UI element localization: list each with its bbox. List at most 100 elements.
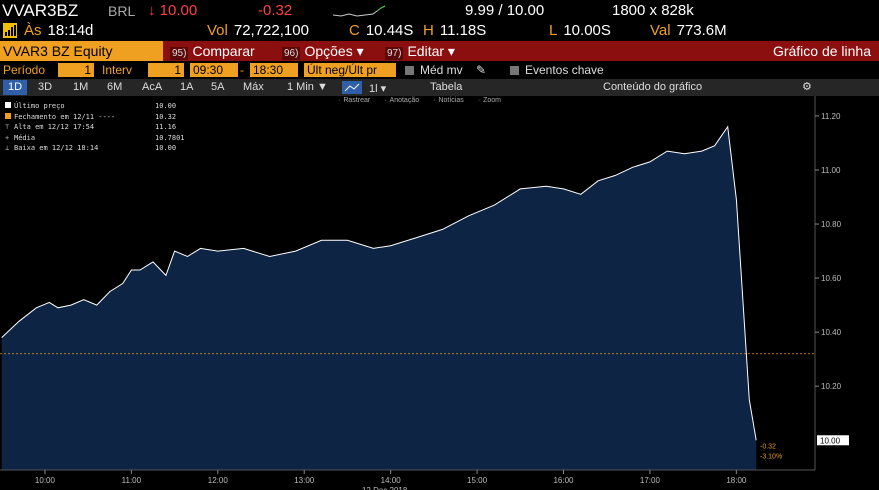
- menu-number: 97): [385, 47, 404, 60]
- y-tick-label: 10.80: [821, 220, 842, 229]
- tool[interactable]: · Anotação: [384, 97, 419, 104]
- range-button[interactable]: 6M: [107, 81, 123, 93]
- quote-item: H 11.18S: [423, 22, 486, 39]
- svg-text:1l ▾: 1l ▾: [369, 83, 387, 94]
- legend-icon: [5, 112, 11, 119]
- chart-tools: · Rastrear · Anotação · Notícias · Zoom: [338, 97, 515, 104]
- source-input[interactable]: Últ neg/Últ pr: [304, 63, 396, 77]
- quote-value: 10.00S: [563, 22, 611, 39]
- change: -0.32: [258, 2, 293, 19]
- last-price-box: [817, 435, 849, 446]
- legend-label: Último preço: [14, 102, 65, 110]
- range-button[interactable]: AcA: [142, 81, 163, 93]
- legend-row: Último preço 10.00: [5, 101, 176, 112]
- quote-item: Vol 72,722,100: [207, 22, 309, 39]
- tool-label: Anotação: [389, 97, 420, 104]
- legend-label: Média: [14, 133, 36, 142]
- view-icons[interactable]: 1l ▾: [342, 81, 392, 94]
- last-price: ↓ 10.00: [148, 2, 198, 19]
- range-button[interactable]: 3D: [38, 81, 53, 93]
- legend-icon: [5, 102, 11, 108]
- frequency[interactable]: 1 Min ▼: [287, 81, 328, 93]
- sparkline: [333, 5, 386, 17]
- quote-header: VVAR3BZ BRL ↓ 10.00 -0.32 9.99 / 10.00 1…: [0, 0, 879, 20]
- checkbox[interactable]: [405, 66, 414, 75]
- period-input[interactable]: 1: [58, 63, 94, 77]
- tool-label: Notícias: [438, 97, 464, 104]
- legend-label: Baixa em 12/12 18:14: [14, 144, 99, 152]
- legend-row: Fechamento em 12/11 ---- 10.32: [5, 112, 176, 123]
- dash: -: [240, 63, 244, 77]
- legend-value: 10.32: [155, 112, 177, 121]
- quote-label: L: [549, 22, 558, 39]
- menu-label: Editar ▾: [407, 43, 455, 59]
- legend-row: + Média 10.7801: [5, 133, 185, 144]
- menu-button[interactable]: 96) Opções ▾: [282, 41, 364, 64]
- tool[interactable]: · Notícias: [433, 97, 464, 104]
- chart: 10.20 10.40 10.60 10.80 11.00 11.20 10:00 11:00…: [0, 96, 849, 490]
- x-tick-label: 13:00: [294, 476, 315, 485]
- menu-label: Comparar: [192, 43, 255, 59]
- security[interactable]: VVAR3 BZ Equity: [0, 41, 163, 61]
- quote-value: 18:14d: [47, 22, 94, 39]
- quote-item: C 10.44S: [349, 22, 413, 39]
- menu-button[interactable]: 95) Comparar: [170, 41, 255, 64]
- quote-line: Às 18:14d Vol 72,722,100 C 10.44S H 11.18S L 10.0…: [0, 20, 879, 41]
- interval-input[interactable]: 1: [148, 63, 184, 77]
- range-button[interactable]: 1D: [3, 80, 28, 95]
- tool-label: Zoom: [483, 97, 502, 104]
- content-button[interactable]: Conteúdo do gráfico: [603, 81, 703, 93]
- x-tick-label: 10:00: [35, 476, 56, 485]
- x-tick-label: 16:00: [553, 476, 574, 485]
- table-button[interactable]: Tabela: [430, 81, 463, 93]
- events: Eventos chave: [525, 63, 604, 77]
- tool-label: Rastrear: [343, 97, 371, 104]
- tool-icon: ·: [433, 97, 436, 104]
- size: 1800 x 828k: [612, 2, 694, 19]
- range-button[interactable]: 1A: [180, 81, 194, 93]
- price-line: [1, 125, 757, 441]
- tool-icon: ·: [338, 97, 341, 104]
- legend-value: 11.16: [155, 123, 177, 131]
- legend-row: ⊤ Alta em 12/12 17:54 11.16: [5, 122, 176, 133]
- legend-value: 10.00: [155, 102, 177, 110]
- interval-label: Interv: [102, 63, 133, 77]
- settings-gear[interactable]: ⚙: [802, 81, 812, 93]
- chart-type: Gráfico de linha: [772, 43, 871, 59]
- quote-item: L 10.00S: [549, 22, 611, 39]
- last-price-label: 10.00: [820, 436, 841, 445]
- y-tick-label: 10.40: [821, 328, 842, 337]
- end-input[interactable]: 18:30: [250, 63, 298, 77]
- currency: BRL: [108, 3, 136, 19]
- pencil-icon[interactable]: ✎: [476, 63, 487, 77]
- quote-value: 72,722,100: [233, 22, 309, 39]
- x-tick-label: 17:00: [640, 476, 661, 485]
- menu-button[interactable]: 97) Editar ▾: [385, 41, 455, 64]
- range-bar: 1 Min ▼ 1l ▾ Tabela Conteúdo do gráfico …: [0, 79, 879, 96]
- checkbox[interactable]: [510, 66, 519, 75]
- quote-value: 773.6M: [676, 22, 727, 39]
- tool[interactable]: · Zoom: [478, 97, 501, 104]
- legend: Último preço 10.00 Fechamento em 12/11 ---…: [5, 101, 185, 154]
- area-fill: [1, 126, 757, 470]
- x-tick-label: 14:00: [381, 476, 402, 485]
- quote-label: Às: [24, 22, 42, 39]
- menu-label: Opções ▾: [304, 43, 364, 59]
- range-button[interactable]: Máx: [243, 81, 264, 93]
- tool[interactable]: · Rastrear: [338, 97, 370, 104]
- start-input[interactable]: 09:30: [190, 63, 238, 77]
- quote-label: C: [349, 22, 360, 39]
- change-label: -3.10%: [760, 453, 782, 460]
- legend-icon: ⊤: [5, 123, 10, 131]
- legend-value: 10.7801: [155, 133, 185, 142]
- x-tick-label: 18:00: [726, 476, 747, 485]
- y-tick-label: 10.20: [821, 382, 842, 391]
- ticker: VVAR3BZ: [2, 1, 79, 20]
- quote-item: Às 18:14d: [24, 22, 93, 39]
- quote-value: 10.44S: [365, 22, 414, 39]
- legend-label: Fechamento em 12/11 ----: [14, 112, 116, 121]
- legend-label: Alta em 12/12 17:54: [14, 123, 95, 131]
- range-button[interactable]: 1M: [73, 81, 89, 93]
- quote-value: 11.18S: [439, 22, 487, 39]
- range-button[interactable]: 5A: [211, 81, 225, 93]
